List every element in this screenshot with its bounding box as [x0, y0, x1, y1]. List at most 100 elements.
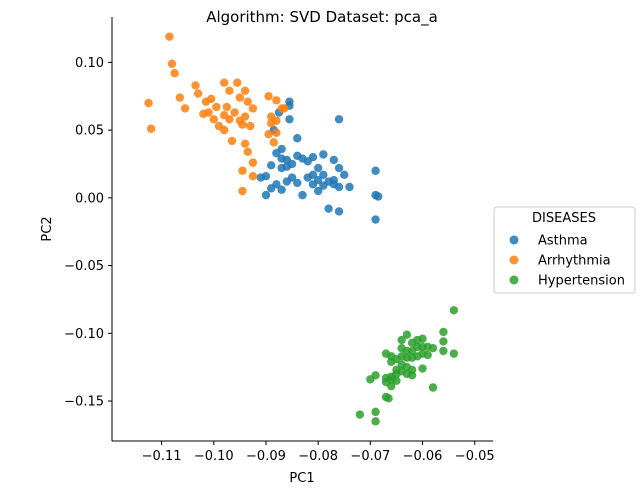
data-point [256, 173, 265, 182]
data-point [298, 190, 307, 200]
chart-title: Algorithm: SVD Dataset: pca_a [206, 8, 438, 27]
data-point [220, 125, 229, 135]
data-point [423, 350, 432, 360]
data-point [287, 173, 297, 182]
data-point [355, 410, 365, 419]
data-point [402, 346, 412, 356]
data-point [146, 124, 156, 133]
y-tick-label: 0.00 [75, 191, 104, 206]
data-point [308, 180, 318, 189]
legend-marker [509, 255, 519, 265]
series-arrhythmia [144, 32, 289, 196]
y-tick-label: 0.10 [75, 56, 104, 71]
y-tick-label: −0.15 [64, 395, 104, 410]
x-tick-label: −0.09 [246, 449, 286, 464]
data-point [285, 115, 294, 124]
data-point [175, 93, 185, 102]
data-point [238, 166, 247, 175]
data-point [238, 186, 247, 196]
data-point [280, 104, 289, 113]
y-tick-label: −0.05 [64, 259, 104, 274]
data-point [387, 357, 396, 366]
data-point [225, 115, 234, 124]
data-point [272, 96, 281, 105]
data-point [407, 371, 417, 380]
data-point [293, 134, 302, 143]
data-point [248, 158, 258, 167]
data-point [313, 163, 323, 173]
data-point [272, 148, 281, 158]
data-point [371, 407, 380, 417]
x-tick-label: −0.06 [403, 449, 443, 464]
data-point [261, 190, 271, 200]
data-point [266, 119, 276, 128]
data-point [402, 330, 412, 339]
points-layer [144, 32, 459, 426]
data-point [266, 161, 276, 170]
data-point [269, 138, 278, 147]
data-point [387, 381, 396, 391]
data-point [319, 150, 328, 159]
legend-title: DISEASES [532, 211, 596, 226]
data-point [222, 102, 232, 112]
legend-marker [509, 275, 519, 285]
data-point [227, 136, 237, 146]
data-point [334, 115, 344, 124]
data-point [334, 163, 344, 173]
data-point [235, 93, 245, 102]
data-point [303, 157, 312, 166]
data-point [345, 182, 354, 192]
data-point [248, 104, 258, 113]
y-tick-label: 0.05 [75, 124, 104, 139]
series-hypertension [355, 306, 459, 426]
data-point [191, 81, 200, 90]
data-point [264, 129, 273, 139]
series-asthma [256, 97, 383, 224]
data-point [193, 89, 203, 98]
data-point [439, 327, 448, 337]
data-point [272, 128, 281, 138]
data-point [238, 120, 247, 129]
data-point [243, 97, 252, 106]
data-point [212, 102, 221, 112]
data-point [329, 155, 339, 165]
data-point [266, 112, 276, 121]
x-tick-label: −0.08 [298, 449, 338, 464]
data-point [240, 86, 250, 96]
x-tick-label: −0.10 [194, 449, 234, 464]
data-point [439, 346, 448, 356]
data-point [371, 166, 380, 175]
data-point [373, 192, 383, 201]
data-point [240, 112, 250, 121]
x-tick-label: −0.05 [455, 449, 495, 464]
data-point [209, 115, 218, 124]
legend-label: Hypertension [538, 274, 625, 289]
data-point [366, 375, 375, 384]
data-point [308, 170, 318, 180]
data-point [418, 364, 427, 373]
legend-items: Asthma Arrhythmia Hypertension [509, 234, 625, 289]
data-point [340, 170, 349, 180]
data-point [449, 349, 459, 358]
data-point [392, 376, 401, 385]
y-tick-label: −0.10 [64, 327, 104, 342]
data-point [167, 59, 177, 68]
data-point [282, 162, 292, 171]
legend-label: Arrhythmia [538, 254, 611, 269]
data-point [324, 204, 333, 213]
data-point [319, 170, 328, 180]
data-point [381, 349, 391, 358]
data-point [243, 147, 252, 156]
data-point [397, 335, 406, 345]
data-point [277, 185, 286, 194]
data-point [144, 98, 153, 108]
data-point [246, 121, 255, 131]
data-point [371, 215, 380, 224]
data-point [449, 306, 459, 315]
data-point [334, 207, 344, 216]
data-point [334, 182, 344, 192]
data-point [384, 394, 393, 403]
data-point [220, 78, 229, 87]
data-point [204, 108, 213, 117]
